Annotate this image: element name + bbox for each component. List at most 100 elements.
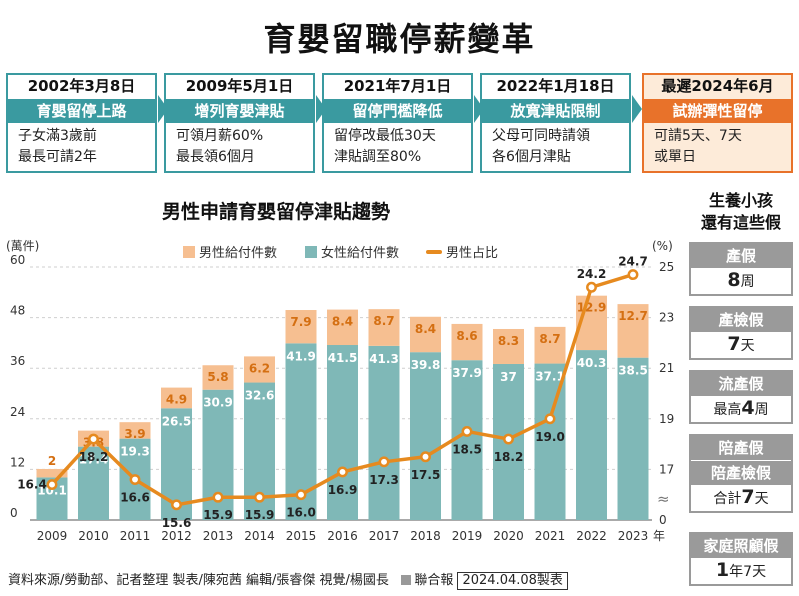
bar-female-label: 30.9: [203, 396, 233, 410]
bar-female-label: 41.5: [328, 351, 358, 365]
x-tick-label: 2013: [203, 529, 234, 543]
bar-male: [534, 326, 566, 364]
timeline-arrow-icon: [158, 95, 168, 123]
leave-name: 流產假: [691, 372, 791, 396]
ratio-label: 18.2: [494, 450, 524, 464]
ratio-label: 15.6: [162, 516, 192, 530]
leave-number: 1: [715, 559, 730, 581]
bar-female-label: 41.9: [286, 349, 316, 363]
x-unit: 年: [653, 529, 665, 543]
publisher-mark-icon: [401, 575, 412, 585]
legend-label-male: 男性給付件數: [199, 246, 278, 261]
bar-male-label: 12.7: [618, 309, 648, 323]
bar-male-label: 7.9: [290, 315, 311, 329]
x-tick-label: 2021: [535, 529, 566, 543]
bar-female-label: 19.3: [120, 445, 150, 459]
x-tick-label: 2015: [286, 529, 317, 543]
ratio-label: 17.5: [411, 468, 441, 482]
y-right-tick-label: 23: [659, 311, 674, 325]
legend-swatch-male: [183, 246, 195, 258]
bar-male: [161, 387, 192, 409]
source-line: 資料來源/勞動部、記者整理 製表/陳宛茜 編輯/張睿傑 視覺/楊國長 聯合報 2…: [8, 569, 568, 590]
x-tick-label: 2009: [37, 529, 68, 543]
leave-duration: 合計7天: [691, 485, 791, 511]
bar-female-label: 17.4: [79, 453, 109, 467]
x-tick-label: 2020: [493, 529, 524, 543]
timeline-body: 父母可同時請領 各6個月津貼: [482, 123, 629, 171]
chart-title: 男性申請育嬰留停津貼趨勢: [162, 201, 391, 223]
ratio-point: [46, 479, 58, 491]
leave-duration: 最高4周: [691, 396, 791, 422]
ratio-label: 17.3: [369, 473, 399, 487]
ratio-label: 15.9: [203, 508, 233, 522]
ratio-label: 19.0: [535, 430, 565, 444]
y-right-tick-label: 21: [659, 361, 674, 375]
timeline-arrow-icon: [632, 95, 642, 123]
ratio-label: 16.4: [17, 478, 47, 492]
bar-male-label: 2: [48, 454, 56, 468]
bar-male-label: 4.9: [166, 393, 187, 407]
page-title: 育嬰留職停薪變革: [263, 20, 536, 58]
timeline-line: 最長領6個月: [176, 149, 255, 165]
bar-female-label: 39.8: [411, 358, 441, 372]
y-right-unit: (%): [652, 239, 673, 253]
bar-male-label: 8.4: [332, 315, 353, 329]
x-tick-label: 2022: [576, 529, 607, 543]
stacked-bar-line-chart: 0 12 24 36 48 60 0 17 19 21 23 25 ≈ (萬件) (%) 10.1 2 2009 1…: [6, 239, 674, 543]
bar-male: [36, 468, 68, 478]
legend-swatch-female: [305, 246, 317, 258]
ratio-point: [627, 269, 639, 281]
leave-duration: 1年7天: [691, 558, 791, 584]
publish-date: 2024.04.08製表: [457, 572, 568, 590]
timeline-body: 子女滿3歲前 最長可請2年: [8, 123, 155, 171]
x-tick-label: 2010: [78, 529, 109, 543]
bar-male: [202, 365, 234, 390]
bar-female-label: 37.9: [452, 366, 482, 380]
leave-card-1: 產假 8周: [689, 242, 793, 296]
side-title-line-2: 還有這些假: [700, 213, 781, 232]
ratio-point: [254, 491, 265, 503]
ratio-point: [420, 451, 431, 463]
ratio-point: [171, 499, 182, 511]
bar-male: [327, 309, 358, 346]
bar-male-label: 5.8: [207, 370, 228, 384]
ratio-label: 16.0: [286, 506, 316, 520]
y-right-tick-label: 0: [659, 513, 667, 527]
bar-female: [576, 350, 607, 520]
timeline-line: 子女滿3歲前: [18, 128, 97, 144]
x-tick-label: 2012: [161, 529, 192, 543]
leave-card-3: 流產假 最高4周: [689, 370, 793, 424]
ratio-label: 24.7: [618, 255, 648, 269]
ratio-label: 16.9: [328, 483, 358, 497]
timeline-heading: 放寬津貼限制: [480, 99, 631, 123]
bar-female: [78, 446, 109, 520]
bar-female-label: 40.3: [577, 356, 607, 370]
y-left-tick-label: 0: [10, 506, 18, 520]
bar-male: [285, 310, 317, 344]
leave-name: 產檢假: [691, 308, 791, 332]
timeline-date: 2009年5月1日: [185, 77, 294, 95]
timeline-date: 2002年3月8日: [27, 77, 136, 95]
timeline-arrow-icon: [316, 95, 326, 123]
legend-label-ratio: 男性占比: [446, 246, 499, 261]
timeline-card-4: 2022年1月18日 放寬津貼限制 父母可同時請領 各6個月津貼: [480, 73, 631, 173]
bar-female-label: 37: [500, 370, 517, 384]
bar-female-label: 41.3: [369, 352, 399, 366]
timeline-arrow-icon: [474, 95, 484, 123]
leave-unit: 周: [740, 274, 755, 290]
legend-item-male-ratio: 男性占比: [426, 246, 498, 262]
ratio-point: [295, 489, 307, 501]
bar-female-label: 32.6: [245, 389, 275, 403]
timeline-line: 留停改最低30天: [334, 128, 436, 144]
timeline-line: 父母可同時請領: [492, 128, 590, 144]
x-tick-label: 2014: [244, 529, 275, 543]
timeline-body: 可請5天、7天 或單日: [644, 123, 791, 171]
bar-male: [451, 323, 483, 361]
leave-number: 7: [741, 486, 755, 508]
x-tick-label: 2011: [120, 529, 151, 543]
y-right-tick-label: 25: [659, 260, 674, 274]
bar-female: [368, 345, 400, 520]
timeline-card-1: 2002年3月8日 育嬰留停上路 子女滿3歲前 最長可請2年: [6, 73, 157, 173]
bar-male: [617, 304, 649, 358]
ratio-point: [212, 491, 224, 503]
